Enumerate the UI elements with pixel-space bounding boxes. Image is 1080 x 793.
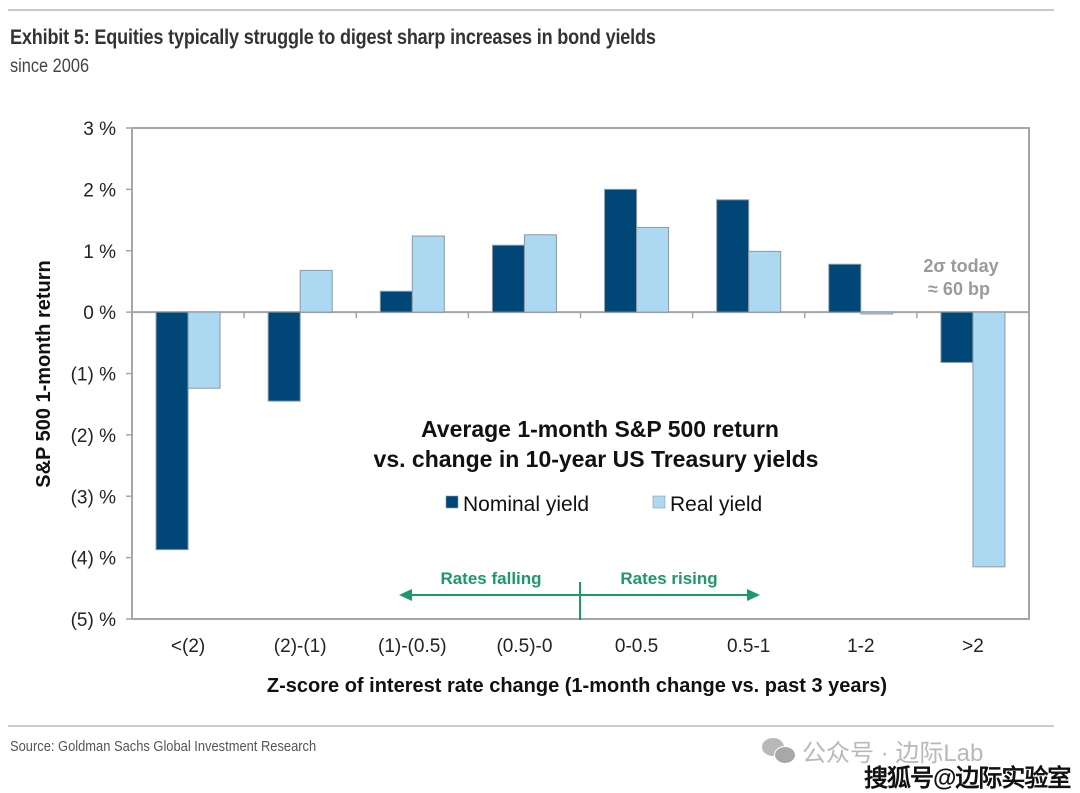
y-tick-label: (4) % — [71, 549, 117, 570]
y-tick-label: 2 % — [83, 180, 116, 201]
bar-real — [299, 269, 333, 313]
source-note: Source: Goldman Sachs Global Investment … — [10, 738, 317, 755]
rates-falling-label: Rates falling — [440, 569, 541, 588]
x-tick-label: <(2) — [171, 636, 205, 657]
plot-border — [131, 127, 1030, 620]
watermark-wechat: 公众号 · 边际Lab — [762, 733, 983, 768]
y-axis-label: S&P 500 1-month return — [33, 260, 55, 487]
x-tick-label: 0.5-1 — [727, 636, 770, 657]
watermark-sohu: 搜狐号@边际实验室 — [864, 765, 1071, 792]
bar-nominal — [716, 199, 750, 313]
bar-nominal — [379, 290, 413, 313]
bar-nominal — [267, 311, 301, 402]
wechat-icon — [762, 737, 796, 764]
x-axis-label: Z-score of interest rate change (1-month… — [267, 675, 887, 697]
legend-swatch-real — [652, 495, 666, 509]
rates-rising-label: Rates rising — [620, 569, 717, 588]
x-tick-label: 1-2 — [847, 636, 874, 657]
rates-annotation: Rates falling Rates rising — [399, 569, 760, 620]
top-divider — [8, 9, 1054, 11]
today-bp-label: ≈ 60 bp — [928, 279, 990, 299]
exhibit-title: Exhibit 5: Equities typically struggle t… — [10, 26, 656, 49]
today-annotation: 2σ today ≈ 60 bp — [923, 256, 998, 299]
y-tick-label: 1 % — [83, 242, 116, 263]
bar-real — [523, 234, 557, 313]
y-tick-label: 3 % — [83, 119, 116, 140]
legend-swatch-nominal — [445, 495, 459, 509]
y-tick-label: 0 % — [83, 303, 116, 324]
bar-nominal — [604, 188, 638, 313]
y-tick-label: (1) % — [71, 365, 117, 386]
bar-real — [860, 311, 894, 315]
y-tick-label: (5) % — [71, 610, 117, 631]
rates-rising-arrowhead — [747, 589, 760, 601]
legend-label-nominal: Nominal yield — [463, 493, 589, 516]
y-axis: 3 % 2 % 1 % 0 % (1) % (2) % (3) % (4) % (5) % — [71, 119, 132, 631]
bar-real — [411, 235, 445, 313]
y-tick-label: (3) % — [71, 487, 117, 508]
bar-nominal — [940, 311, 974, 363]
exhibit-subtitle: since 2006 — [10, 56, 90, 77]
bar-real — [972, 311, 1006, 568]
rates-falling-arrowhead — [399, 589, 412, 601]
x-tick-label: >2 — [962, 636, 984, 657]
chart-title-line-1: Average 1-month S&P 500 return — [421, 416, 779, 442]
x-tick-label: (2)-(1) — [274, 636, 327, 657]
today-sigma-label: 2σ today — [923, 256, 998, 276]
legend-label-real: Real yield — [670, 493, 762, 516]
bar-nominal — [155, 311, 189, 551]
chart-title-line-2: vs. change in 10-year US Treasury yields — [374, 446, 819, 472]
bar-nominal — [828, 263, 862, 313]
bottom-divider — [8, 725, 1054, 727]
x-tick-label: (1)-(0.5) — [378, 636, 447, 657]
x-axis: <(2) (2)-(1) (1)-(0.5) (0.5)-0 0-0.5 0.5-1 1-2… — [171, 312, 984, 657]
bar-real — [187, 311, 221, 389]
plot-frame — [131, 127, 1030, 620]
bar-nominal — [491, 244, 525, 313]
bars — [155, 188, 1006, 568]
bar-real — [748, 250, 782, 313]
bar-real — [636, 226, 670, 313]
x-tick-label: (0.5)-0 — [496, 636, 552, 657]
x-tick-label: 0-0.5 — [615, 636, 658, 657]
watermark-wechat-text: 公众号 · 边际Lab — [802, 740, 984, 767]
y-tick-label: (2) % — [71, 426, 117, 447]
legend: Nominal yield Real yield — [445, 493, 762, 516]
